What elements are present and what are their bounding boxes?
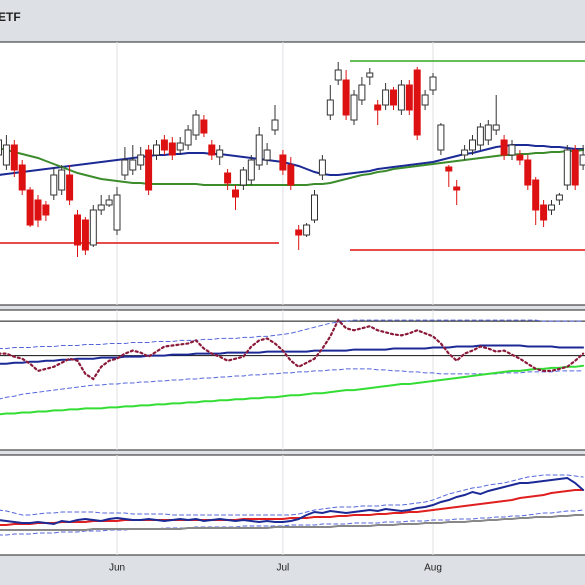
candle-body: [342, 79, 350, 116]
candle-body: [303, 224, 311, 236]
candle-body: [168, 142, 176, 156]
candle-body: [366, 72, 374, 78]
candle-body: [358, 84, 366, 101]
candle-body: [10, 144, 18, 171]
candle-body: [176, 142, 184, 151]
header-bar: [0, 0, 585, 42]
candle-body: [42, 204, 50, 216]
candle-body: [390, 89, 397, 106]
line-series: [0, 344, 585, 365]
candle-body: [0, 139, 2, 156]
candle-body: [453, 186, 461, 191]
panel: [0, 309, 585, 451]
candle-body: [89, 209, 97, 246]
candle-body: [200, 119, 208, 134]
candle-body: [184, 129, 192, 146]
axis-bar: [0, 555, 585, 585]
line-series: [0, 474, 584, 516]
candle-body: [445, 166, 453, 172]
chart-title: ETF: [0, 10, 21, 24]
line-series: [0, 318, 585, 381]
candle-body: [2, 144, 10, 166]
candle-body: [350, 94, 358, 121]
line-series: [0, 476, 585, 526]
candle-body: [555, 194, 563, 201]
candle-body: [579, 154, 585, 166]
candle-body: [326, 99, 334, 116]
candle-body: [113, 194, 121, 231]
candle-body: [26, 189, 34, 226]
candle-body: [239, 169, 247, 186]
candle-body: [437, 124, 445, 151]
candle-body: [374, 104, 382, 111]
x-tick-label: Aug: [424, 563, 442, 574]
candle-body: [500, 139, 508, 156]
candle-body: [469, 139, 476, 151]
candle-body: [74, 214, 81, 246]
candle-body: [311, 194, 318, 221]
candle-body: [571, 149, 579, 186]
candle-body: [563, 149, 571, 186]
candle-body: [137, 154, 145, 166]
candle-body: [81, 219, 89, 251]
candle-body: [247, 159, 255, 181]
candle-body: [105, 199, 113, 206]
candle-body: [516, 154, 524, 161]
candle-body: [476, 126, 484, 146]
candle-body: [508, 144, 516, 156]
candle-body: [34, 199, 42, 221]
candle-body: [279, 154, 287, 171]
candle-body: [160, 139, 168, 151]
line-series: [0, 364, 585, 416]
candle-body: [216, 149, 224, 158]
candle-body: [524, 159, 532, 186]
candle-body: [334, 69, 342, 81]
candle-body: [548, 204, 555, 211]
candle-body: [484, 124, 492, 141]
x-tick-label: Jul: [277, 563, 290, 574]
candle-body: [295, 229, 303, 236]
candle-body: [192, 114, 200, 136]
candle-body: [153, 144, 160, 156]
candle-body: [271, 119, 279, 131]
candle-body: [66, 174, 74, 201]
candle-body: [232, 189, 239, 198]
candle-body: [540, 204, 548, 221]
candle-body: [287, 164, 295, 186]
candle-body: [492, 124, 500, 131]
candle-body: [318, 159, 326, 176]
candle-body: [58, 169, 66, 191]
candle-body: [97, 204, 105, 211]
candle-body: [263, 149, 271, 161]
line-series: [0, 509, 584, 536]
line-series: [0, 319, 584, 350]
candle-body: [397, 84, 405, 111]
x-tick-label: Jun: [109, 563, 125, 574]
candle-body: [224, 172, 232, 184]
candle-body: [413, 69, 421, 136]
candle-body: [145, 149, 153, 191]
candle-body: [18, 164, 26, 191]
candle-body: [461, 149, 469, 156]
line-series: [0, 514, 585, 531]
candle-body: [255, 134, 263, 166]
candle-body: [50, 174, 58, 196]
candle-body: [532, 179, 540, 211]
panel: [0, 454, 585, 556]
candle-body: [121, 159, 129, 176]
candle-body: [405, 84, 413, 111]
candle-body: [382, 89, 390, 106]
candle-body: [129, 159, 137, 171]
candle-body: [421, 94, 429, 106]
candle-body: [429, 76, 437, 91]
candle-body: [208, 144, 216, 156]
